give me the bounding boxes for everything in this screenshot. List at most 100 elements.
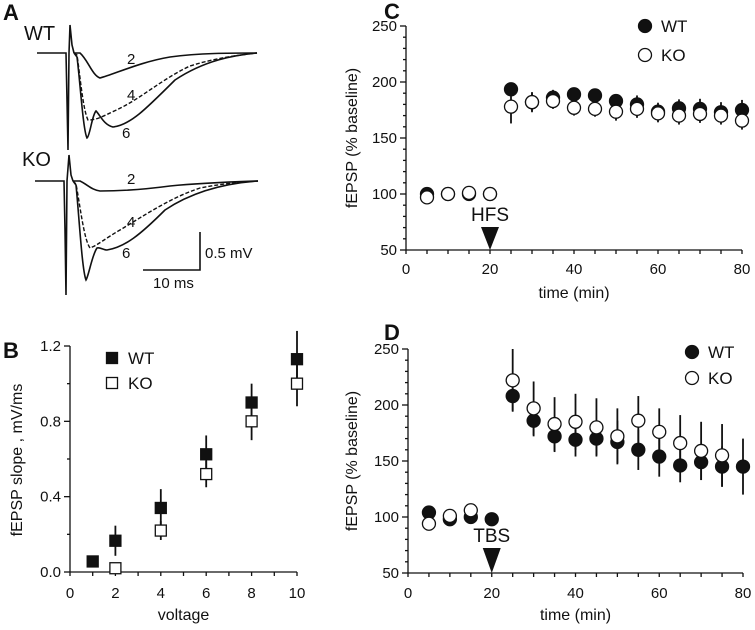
data-point-wt: [290, 353, 304, 366]
ko-trace-4: [72, 180, 259, 249]
data-point-wt: [652, 449, 667, 464]
x-tick-label: 4: [157, 585, 165, 602]
data-point-ko: [692, 106, 708, 122]
y-tick-label: 250: [374, 341, 399, 358]
data-point-ko: [245, 415, 258, 428]
data-point-ko: [463, 503, 478, 518]
x-tick-label: 10: [289, 585, 306, 602]
scale-bar-time-label: 10 ms: [153, 275, 194, 292]
data-point-wt: [673, 458, 688, 473]
ko-trace-2: [73, 180, 259, 192]
data-point-ko: [652, 424, 667, 440]
scale-bar: [143, 232, 201, 271]
legend-label-ko: KO: [708, 369, 733, 388]
y-axis-label: fEPSP (% baseline): [344, 391, 361, 531]
data-point-wt: [503, 82, 519, 97]
data-point-ko: [589, 420, 604, 435]
ko-stimulus-artifact: [35, 154, 74, 296]
scale-bar-voltage-label: 0.5 mV: [205, 245, 253, 262]
x-axis-label: time (min): [540, 607, 611, 624]
data-point-ko: [608, 104, 624, 119]
data-point-ko: [547, 416, 562, 432]
data-point-ko: [505, 373, 520, 388]
data-point-wt: [568, 432, 583, 447]
ko-trace-label-4: 4: [127, 214, 135, 231]
data-point-ko: [524, 95, 540, 110]
y-tick-label: 200: [374, 397, 399, 414]
y-tick-label: 0.0: [40, 564, 61, 581]
wt-trace-4: [73, 52, 258, 121]
data-point-ko: [421, 516, 437, 531]
x-axis-label: time (min): [538, 285, 609, 302]
y-tick-label: 50: [380, 242, 397, 259]
stimulus-arrow-icon: [482, 548, 501, 573]
data-point-ko: [482, 186, 498, 202]
x-axis-label: voltage: [158, 607, 210, 624]
panel-a-traces: WT KO 2 4 6 2 4 6 0.5 mV 10 ms: [22, 23, 259, 296]
data-point-ko: [693, 443, 709, 459]
y-tick-label: 150: [374, 453, 399, 470]
data-point-ko: [631, 413, 646, 428]
data-point-ko: [109, 562, 122, 575]
wt-trace-label-6: 6: [122, 125, 130, 142]
panel-c-chart: 0 20 40 60 80 50 100 150 200 250 time (min) fEPSP (…: [344, 17, 750, 302]
panel-label-d: D: [384, 320, 400, 345]
y-tick-label: 150: [372, 130, 397, 147]
legend-label-wt: WT: [708, 343, 734, 362]
panel-label-a: A: [3, 0, 19, 25]
legend-marker-ko: [105, 376, 119, 390]
stimulus-annotation-label: HFS: [471, 205, 509, 226]
y-tick-label: 100: [372, 186, 397, 203]
y-tick-label: 0.8: [40, 413, 61, 430]
data-point-wt: [735, 459, 751, 474]
data-point-ko: [442, 508, 458, 524]
wt-trace-6: [73, 52, 258, 140]
y-tick-label: 200: [372, 74, 397, 91]
data-point-ko: [461, 185, 477, 201]
legend-marker-wt: [684, 344, 700, 360]
x-tick-label: 40: [566, 261, 583, 278]
stimulus-arrow-icon: [481, 227, 499, 250]
x-tick-label: 0: [402, 261, 410, 278]
wt-trace-label-4: 4: [127, 87, 135, 104]
data-point-ko: [713, 108, 729, 123]
legend-marker-wt: [637, 18, 653, 34]
y-tick-label: 0.4: [40, 489, 61, 506]
legend-marker-ko: [637, 47, 653, 63]
legend-label-wt: WT: [128, 349, 154, 368]
data-point-wt: [109, 534, 122, 547]
y-tick-label: 50: [382, 565, 399, 582]
wt-trace-group-label: WT: [24, 23, 55, 45]
data-point-ko: [526, 401, 541, 416]
data-point-wt: [245, 396, 258, 409]
data-point-ko: [714, 448, 730, 463]
ko-trace-label-6: 6: [122, 245, 130, 262]
y-tick-label: 100: [374, 509, 399, 526]
data-point-ko: [610, 429, 625, 444]
panel-label-b: B: [3, 338, 19, 363]
legend-marker-wt: [105, 351, 119, 365]
y-tick-label: 1.2: [40, 338, 61, 355]
ko-trace-label-2: 2: [127, 171, 135, 188]
data-point-ko: [673, 435, 688, 451]
x-tick-label: 6: [202, 585, 210, 602]
legend-marker-ko: [684, 370, 700, 386]
x-tick-label: 40: [567, 585, 584, 602]
ko-trace-group-label: KO: [22, 149, 51, 171]
ko-trace-6: [72, 180, 259, 282]
data-point-wt: [526, 413, 541, 428]
x-tick-label: 80: [734, 261, 751, 278]
data-point-ko: [290, 377, 304, 390]
data-point-wt: [566, 87, 582, 102]
legend-label-ko: KO: [128, 374, 153, 393]
data-point-ko: [629, 101, 645, 117]
data-point-wt: [587, 88, 603, 103]
legend-label-wt: WT: [661, 17, 687, 36]
data-point-ko: [671, 108, 687, 123]
wt-trace-label-2: 2: [127, 51, 135, 68]
wt-trace-2: [74, 52, 258, 79]
x-tick-label: 60: [650, 261, 667, 278]
data-point-ko: [419, 190, 435, 205]
x-tick-label: 0: [404, 585, 412, 602]
